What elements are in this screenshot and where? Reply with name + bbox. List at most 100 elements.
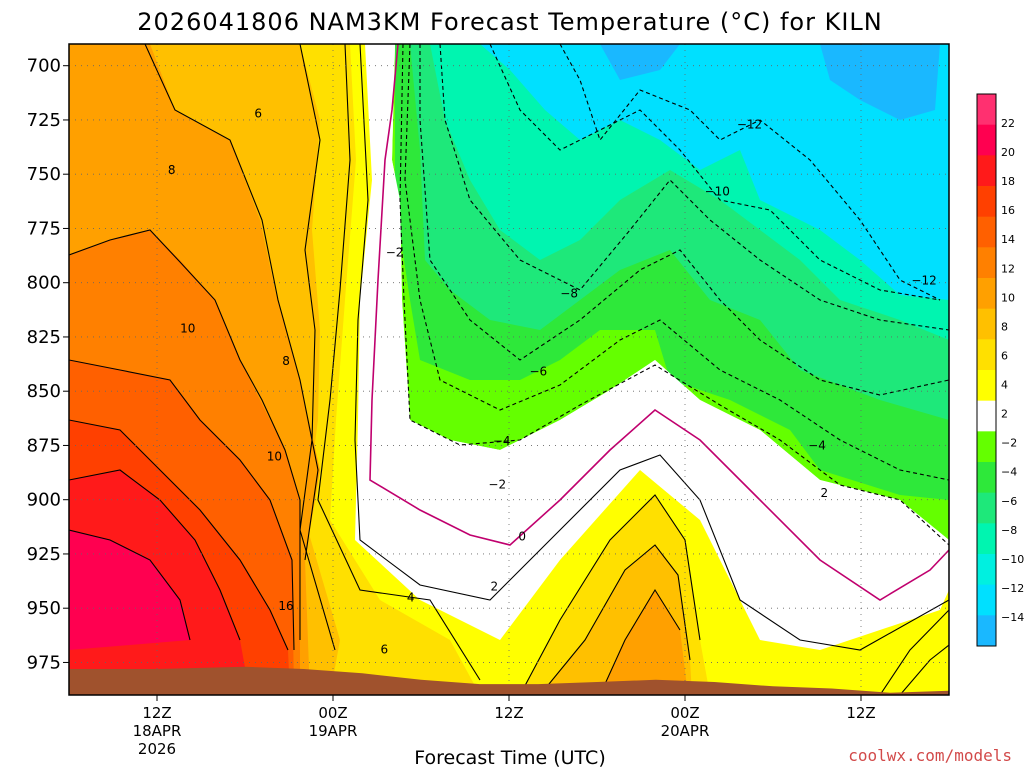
colorbar-label: 22 [1001, 117, 1015, 130]
contour-6-east [539, 544, 691, 695]
contour-minus2 [399, 44, 949, 546]
contour-8 [144, 44, 319, 561]
contour-label: −4 [493, 434, 511, 448]
credit-text: coolwx.com/models [848, 746, 1012, 765]
time-tick-sublabel: 2026 [138, 740, 176, 758]
contour-label: 8 [168, 163, 176, 177]
colorbar-swatch [977, 462, 996, 494]
contour-4 [317, 44, 481, 681]
contour-label: 8 [282, 354, 290, 368]
pressure-tick-label: 700 [27, 56, 61, 77]
pressure-tick-label: 775 [27, 218, 61, 239]
contour-label: −6 [529, 365, 547, 379]
contour-10 [69, 229, 301, 640]
contour-4-east [519, 494, 701, 695]
contour-14 [69, 419, 289, 651]
time-tick-label: 12Z [142, 704, 171, 722]
contour-label: 0 [518, 530, 526, 544]
time-tick-sublabel: 20APR [661, 722, 710, 740]
colorbar-frame [976, 93, 997, 647]
colorbar-label: 14 [1001, 233, 1015, 246]
pressure-axis: 700 725 750 775 800 825 850 875 900 925 950 975 [27, 56, 69, 673]
colorbar-swatch [977, 431, 996, 463]
colorbar-swatch [977, 247, 996, 279]
contour-label: 16 [278, 599, 293, 613]
colorbar-label: 18 [1001, 175, 1015, 188]
contour-minus10 [489, 44, 941, 301]
colorbar-swatch [977, 492, 996, 524]
band-8-10-east [600, 590, 688, 695]
plot-area: 6 8 10 8 10 16 6 4 2 0 −2 −4 −6 −8 −10 −12 −12 −4 2 −2 [69, 44, 949, 695]
colorbar-label: 8 [1001, 320, 1008, 333]
contour-label: −12 [737, 117, 762, 131]
time-tick-sublabel: 19APR [309, 722, 358, 740]
colorbar-label: −12 [1001, 582, 1024, 595]
pressure-tick-label: 850 [27, 381, 61, 402]
colorbar-label: −14 [1001, 611, 1024, 624]
colorbar-swatch [977, 523, 996, 555]
colorbar-swatch [977, 370, 996, 402]
colorbar-swatch [977, 278, 996, 310]
time-tick-sublabel: 18APR [133, 722, 182, 740]
colorbar-swatch [977, 615, 996, 647]
contour-12 [69, 359, 295, 651]
contour-label: −12 [911, 274, 936, 288]
colorbar-swatch [977, 400, 996, 432]
colorbar-swatch [977, 554, 996, 586]
pressure-tick-label: 925 [27, 544, 61, 565]
colorbar-swatch [977, 94, 996, 126]
contour-label: 2 [821, 486, 829, 500]
colorbar-swatch [977, 124, 996, 156]
pressure-tick-label: 725 [27, 110, 61, 131]
band-minus12-minus14 [600, 44, 940, 120]
contour-minus8 [439, 44, 949, 331]
band-0-minus2 [365, 44, 949, 600]
contour-label: 6 [254, 106, 262, 120]
contour-minus4 [404, 44, 949, 481]
colorbar-label: 10 [1001, 291, 1015, 304]
contour-label: 10 [267, 449, 282, 463]
colorbar-label: 20 [1001, 146, 1015, 159]
pressure-tick-label: 950 [27, 598, 61, 619]
zero-degree-contour [369, 44, 949, 601]
contour-label: −8 [560, 287, 578, 301]
contour-label: −4 [808, 438, 826, 452]
ground-surface [69, 666, 949, 695]
pressure-tick-label: 825 [27, 327, 61, 348]
colorbar-label: −8 [1001, 524, 1017, 537]
chart-title: 2026041806 NAM3KM Forecast Temperature (… [137, 8, 882, 36]
colorbar-label: −2 [1001, 437, 1017, 450]
contour-lines [69, 44, 949, 695]
contour-label: −2 [386, 245, 404, 259]
band-18-20 [69, 530, 190, 650]
colorbar-swatch [977, 155, 996, 187]
colorbar-label: 12 [1001, 262, 1015, 275]
colorbar: 22 20 18 16 14 12 10 8 6 4 2 −2 −4 −6 −8 −10 −12 −14 [976, 93, 1024, 647]
time-tick-label: 12Z [846, 704, 875, 722]
contour-16 [69, 469, 241, 641]
contour-8-east [599, 588, 681, 695]
contour-label: 2 [491, 580, 499, 594]
contour-2 [354, 44, 949, 651]
time-tick-label: 00Z [318, 704, 347, 722]
colorbar-swatch [977, 584, 996, 616]
pressure-tick-label: 750 [27, 164, 61, 185]
colorbar-swatch [977, 339, 996, 371]
colorbar-label: −4 [1001, 466, 1017, 479]
contour-2-se [879, 609, 949, 695]
contour-label: 4 [407, 590, 415, 604]
pressure-tick-label: 800 [27, 273, 61, 294]
contour-label: 10 [180, 321, 195, 335]
x-axis-label: Forecast Time (UTC) [414, 747, 605, 768]
colorbar-label: 4 [1001, 379, 1008, 392]
colorbar-label: −10 [1001, 553, 1024, 566]
grid-lines [69, 44, 949, 695]
pressure-tick-label: 875 [27, 435, 61, 456]
contour-18 [69, 529, 191, 641]
colorbar-swatch [977, 216, 996, 248]
contour-label: −2 [488, 478, 506, 492]
colorbar-label: 6 [1001, 349, 1008, 362]
time-tick-label: 00Z [670, 704, 699, 722]
